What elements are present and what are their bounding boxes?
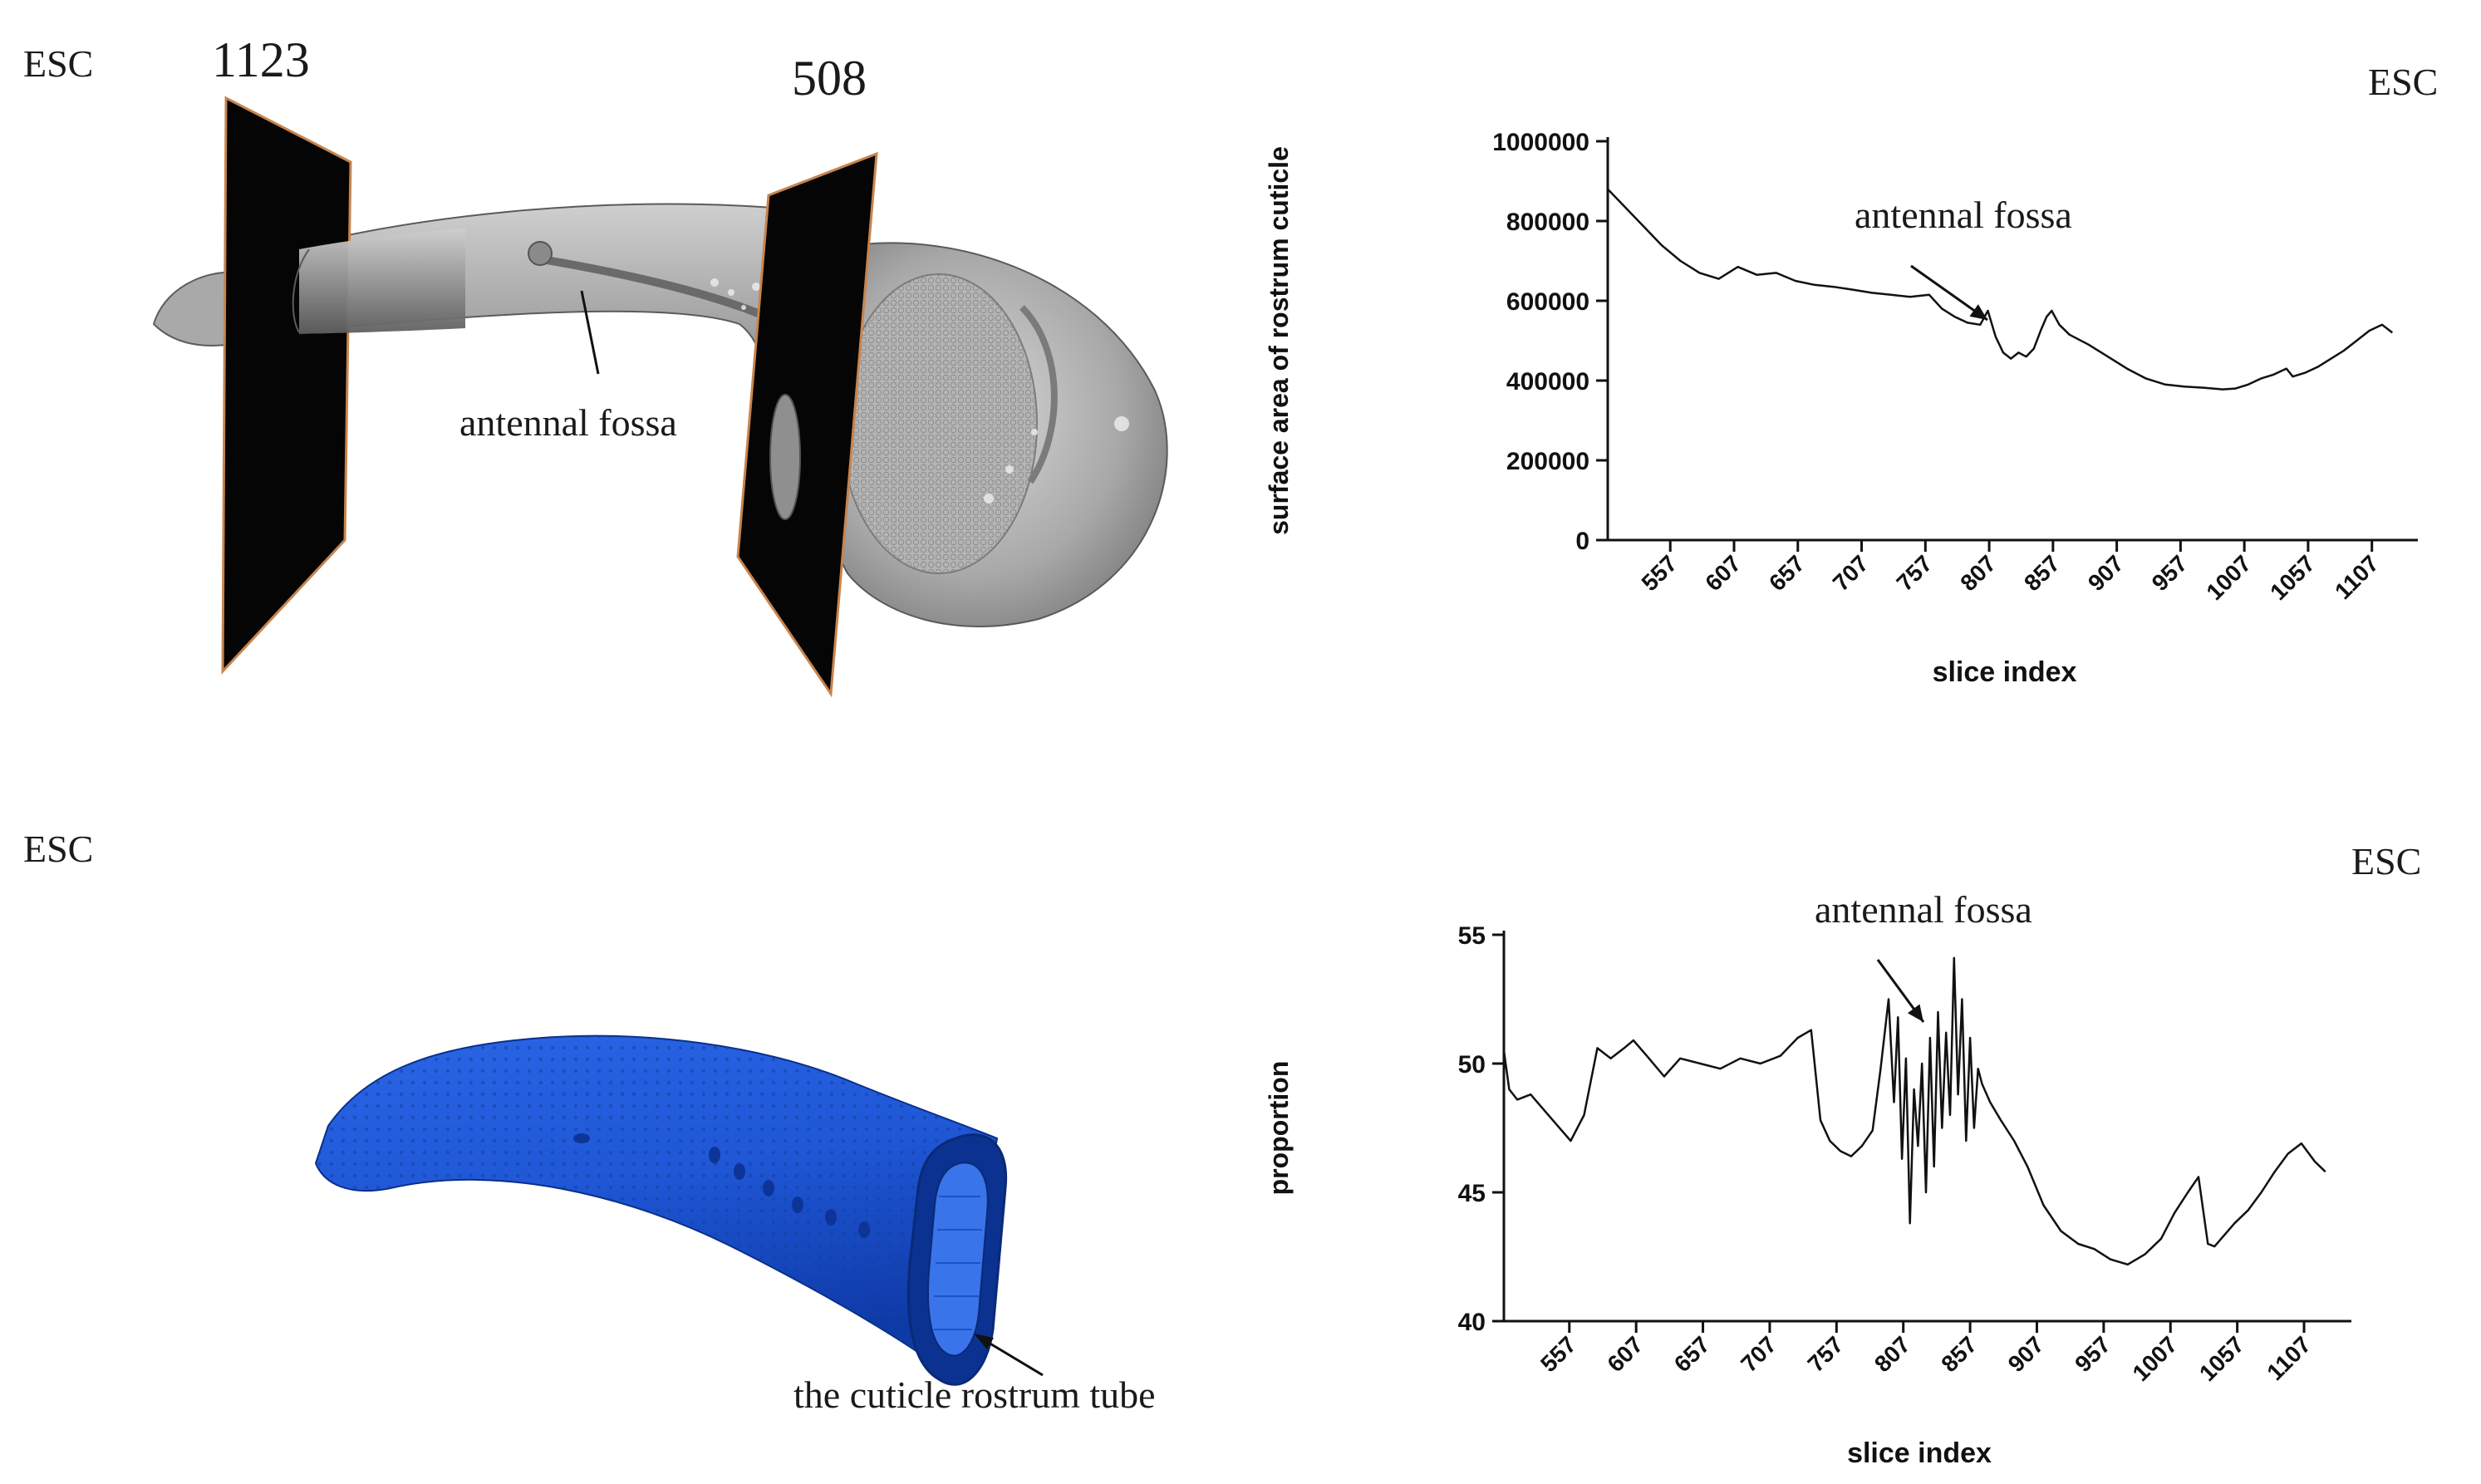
slice-plane-1123 (221, 96, 352, 675)
annotation-arrowhead (1969, 304, 1987, 320)
x-tick-label: 857 (1936, 1331, 1982, 1377)
y-tick-label: 0 (1575, 528, 1589, 555)
x-axis-label: slice index (1933, 656, 2077, 688)
x-tick-label: 557 (1637, 550, 1683, 596)
x-tick-label: 757 (1803, 1331, 1849, 1377)
x-axis-label: slice index (1847, 1437, 1992, 1469)
panel-top-left: ESC 1123 508 (0, 0, 1230, 748)
series-line (1607, 188, 2394, 391)
esc-label: ESC (2351, 840, 2422, 882)
annotation-arrowhead (1907, 1004, 1923, 1022)
x-tick-label: 807 (1869, 1331, 1915, 1377)
y-tick-label: 800000 (1506, 209, 1589, 236)
y-tick-label: 50 (1458, 1051, 1486, 1079)
y-tick-label: 200000 (1506, 448, 1589, 475)
panel-bottom-left: ESC (0, 798, 1230, 1484)
x-tick-label: 1057 (2265, 550, 2320, 605)
x-tick-label: 1107 (2330, 550, 2384, 604)
y-tick-label: 400000 (1506, 368, 1589, 396)
x-tick-label: 1007 (2128, 1331, 2183, 1386)
x-tick-label: 807 (1955, 550, 2001, 596)
x-tick-label: 1057 (2194, 1331, 2249, 1386)
slice-plane-508 (736, 151, 878, 698)
x-tick-label: 607 (1602, 1331, 1648, 1377)
weevil-head-render (152, 96, 1168, 698)
x-tick-label: 657 (1764, 550, 1810, 596)
y-tick-label: 40 (1458, 1309, 1486, 1336)
x-tick-label: 657 (1669, 1331, 1715, 1377)
x-tick-label: 707 (1828, 550, 1874, 596)
y-tick-label: 55 (1458, 922, 1486, 950)
panel-top-right: ESC 0 200000 400000 600000 800000 1000000 557 6… (1230, 0, 2481, 748)
series-line (1502, 956, 2326, 1266)
x-tick-label: 757 (1892, 550, 1938, 596)
slice-label-left: 1123 (212, 32, 310, 87)
esc-label: ESC (2368, 61, 2439, 103)
x-tick-label: 707 (1736, 1331, 1781, 1377)
y-tick-label: 1000000 (1492, 129, 1589, 156)
x-tick-label: 557 (1535, 1331, 1581, 1377)
x-tick-label: 907 (2083, 550, 2129, 596)
x-tick-label: 857 (2019, 550, 2065, 596)
cuticle-tube-render (314, 1034, 1044, 1386)
annotation-antennal-fossa: antennal fossa (1855, 194, 2072, 236)
surface-area-chart: 0 200000 400000 600000 800000 1000000 557 607 65… (1264, 129, 2418, 688)
annotation-antennal-fossa: antennal fossa (1815, 888, 2032, 931)
x-tick-label: 1007 (2201, 550, 2256, 605)
panel-bottom-right: ESC 40 45 50 55 557 607 657 707 757 807 857 907 957 1… (1230, 798, 2481, 1484)
y-tick-label: 600000 (1506, 288, 1589, 316)
x-tick-label: 907 (2003, 1331, 2049, 1377)
x-tick-label: 607 (1700, 550, 1746, 596)
y-tick-label: 45 (1458, 1180, 1486, 1207)
slice-label-right: 508 (792, 51, 867, 106)
x-tick-label: 1107 (2262, 1331, 2316, 1385)
y-axis-label: proportion (1264, 1061, 1294, 1196)
y-axis-label: surface area of rostrum cuticle (1264, 146, 1294, 535)
esc-label: ESC (23, 828, 94, 870)
x-tick-label: 957 (2147, 550, 2193, 596)
esc-label: ESC (23, 42, 94, 85)
annotation-cuticle-rostrum-tube: the cuticle rostrum tube (793, 1373, 1156, 1416)
annotation-antennal-fossa: antennal fossa (459, 401, 677, 444)
x-tick-label: 957 (2070, 1331, 2115, 1377)
